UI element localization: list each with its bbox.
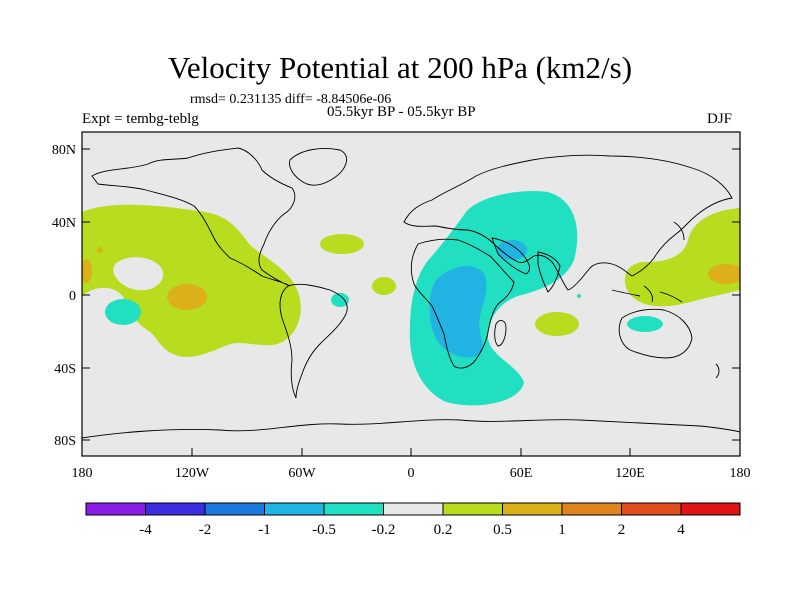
- colorbar-swatch: [324, 503, 384, 515]
- lat-label: 80S: [54, 434, 76, 449]
- lat-label: 40N: [52, 216, 76, 231]
- colorbar-swatch: [205, 503, 265, 515]
- lon-label: 60E: [510, 466, 533, 481]
- coastline-india: [537, 251, 561, 293]
- colorbar-swatch: [383, 503, 443, 515]
- colorbar-label: 2: [618, 522, 626, 538]
- coastline-africa: [410, 238, 515, 369]
- negative-patch-pacific: [105, 299, 141, 325]
- colorbar-swatch: [562, 503, 622, 515]
- lat-ticks: [82, 148, 740, 441]
- map-title: Velocity Potential at 200 hPa (km2/s): [167, 50, 633, 85]
- colorbar-label: 1: [558, 522, 566, 538]
- colorbar-label: -0.2: [372, 522, 396, 538]
- coastline-arabia: [491, 237, 531, 275]
- positive-peak-pacific: [167, 284, 207, 310]
- coastline-japan: [673, 221, 685, 241]
- negative-core-mideast: [497, 240, 527, 260]
- positive-patch-atlantic-n: [320, 234, 364, 254]
- lon-label: 180: [72, 466, 93, 481]
- lon-ticks: [191, 448, 631, 456]
- lat-label: 80N: [52, 143, 76, 158]
- coastline-eurasia: [403, 154, 733, 291]
- colorbar-swatch: [502, 503, 562, 515]
- negative-patch-brazil: [331, 293, 349, 307]
- lat-label: 40S: [54, 362, 76, 377]
- negative-patch-australia: [627, 316, 663, 332]
- colorbar-swatch: [681, 503, 740, 515]
- colorbar-swatch: [621, 503, 681, 515]
- colorbar-swatch: [443, 503, 503, 515]
- period-label: 05.5kyr BP - 05.5kyr BP: [327, 104, 476, 120]
- coastline-south-america: [279, 283, 348, 399]
- colorbar-label: -1: [258, 522, 271, 538]
- coastline-north-america: [91, 147, 296, 287]
- colorbar: -4 -2 -1 -0.5 -0.2 0.2 0.5 1 2 4: [85, 502, 741, 538]
- lon-label: 180: [730, 466, 751, 481]
- colorbar-swatch: [264, 503, 324, 515]
- colorbar-label: 0.2: [434, 522, 453, 538]
- experiment-label: Expt = tembg-teblg: [82, 111, 199, 127]
- stats-text: rmsd= 0.231135 diff= -8.84506e-06: [190, 92, 392, 107]
- lon-label: 0: [408, 466, 415, 481]
- positive-region-westpacific: [624, 208, 740, 307]
- colorbar-swatch: [86, 503, 146, 515]
- colorbar-label: 4: [677, 522, 685, 538]
- positive-patch-indian: [535, 312, 579, 336]
- coastline-australia: [618, 308, 693, 359]
- lat-label: 0: [69, 289, 76, 304]
- colorbar-frame: [85, 502, 741, 516]
- positive-peak-westpacific: [708, 264, 740, 284]
- colorbar-label: -2: [199, 522, 212, 538]
- season-label: DJF: [707, 111, 733, 127]
- negative-dot-indian: [577, 294, 581, 298]
- coastlines: [82, 147, 740, 439]
- normal-hole-pacific: [113, 257, 164, 291]
- coastline-greenland: [289, 148, 347, 186]
- lon-label: 120E: [615, 466, 645, 481]
- colorbar-label: 0.5: [493, 522, 512, 538]
- colorbar-swatch: [145, 503, 205, 515]
- colorbar-label: -4: [139, 522, 152, 538]
- coastline-madagascar: [494, 320, 507, 347]
- colorbar-label: -0.5: [312, 522, 336, 538]
- lon-label: 60W: [288, 466, 316, 481]
- positive-patch-atlantic-e: [372, 277, 396, 295]
- contour-fields: [82, 190, 740, 406]
- positive-dot-pacific: [97, 247, 103, 253]
- coastline-indonesia: [611, 285, 683, 303]
- coastline-new-zealand: [715, 363, 720, 379]
- positive-peak-dateline-w: [82, 259, 92, 283]
- coastline-antarctica: [82, 419, 740, 439]
- lon-label: 120W: [175, 466, 210, 481]
